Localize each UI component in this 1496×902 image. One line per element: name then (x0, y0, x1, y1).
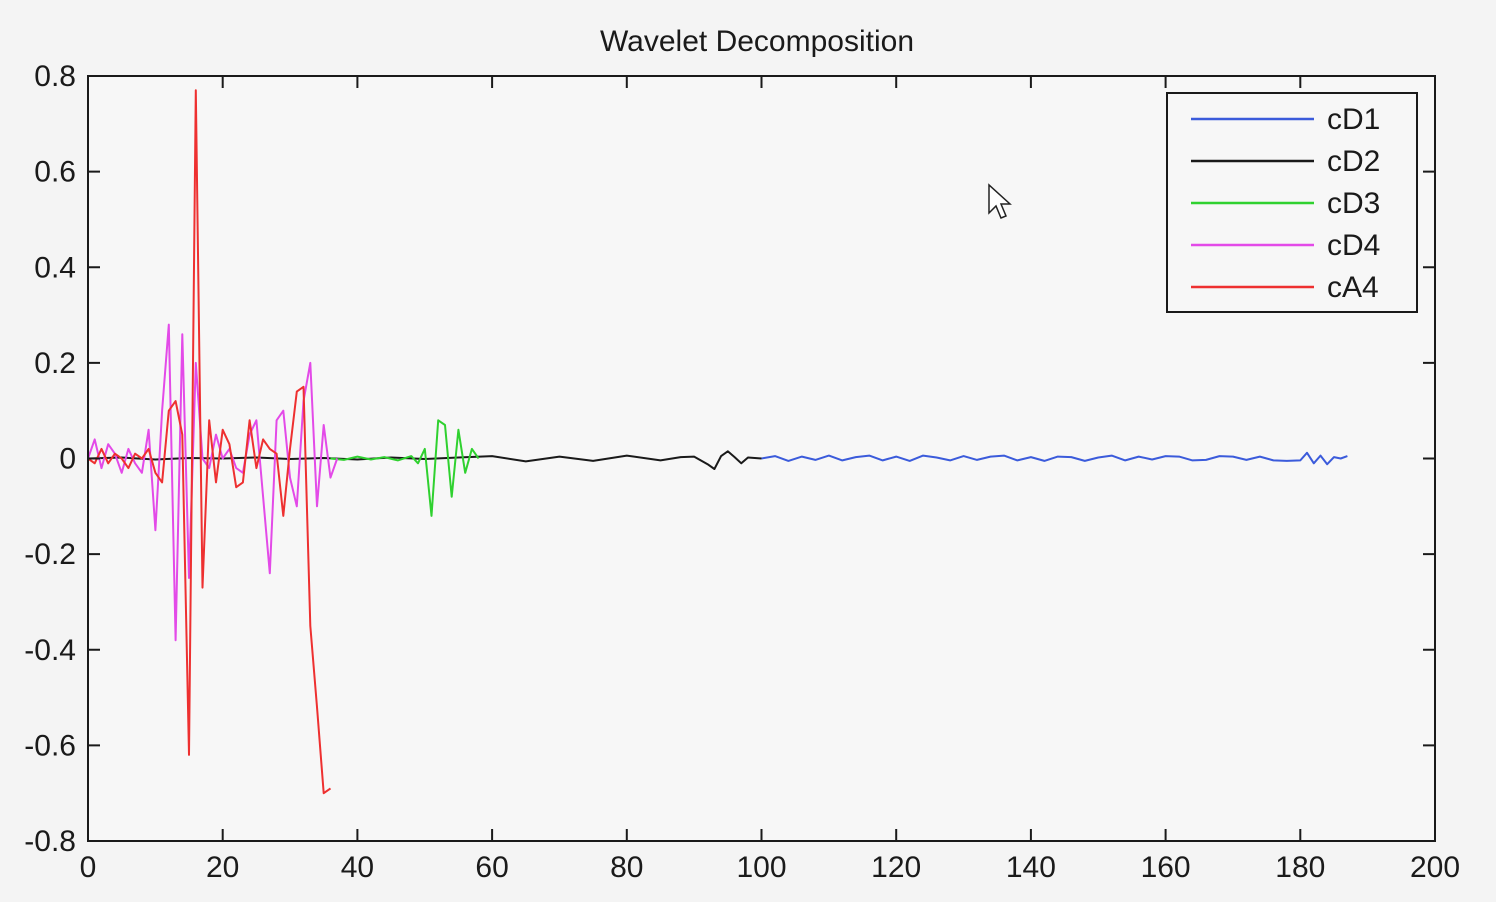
y-tick-label: 0.6 (34, 156, 76, 189)
legend-item-cd1: cD1 (1191, 103, 1380, 136)
y-tick-label: 0.8 (34, 60, 76, 93)
x-tick-label: 80 (610, 851, 643, 884)
legend-item-cd2: cD2 (1191, 145, 1380, 178)
series-line-cd3 (330, 419, 480, 517)
legend-label: cD4 (1327, 229, 1380, 262)
y-tick-label: 0.4 (34, 251, 76, 284)
legend-label: cD3 (1327, 187, 1380, 220)
y-tick-label: -0.4 (24, 634, 76, 667)
legend-items: cD1 cD2 cD3 cD4 cA4 (1191, 103, 1380, 304)
x-tick-label: 40 (341, 851, 374, 884)
series-line-ca4 (87, 89, 332, 795)
x-tick-label: 0 (80, 851, 97, 884)
legend: cD1 cD2 cD3 cD4 cA4 (1166, 92, 1418, 313)
plot-frame (87, 75, 1436, 842)
series-layer (87, 89, 1348, 795)
legend-label: cD1 (1327, 103, 1380, 136)
chart-title: Wavelet Decomposition (600, 25, 914, 58)
x-tick-label: 100 (736, 851, 786, 884)
x-tick-label: 140 (1006, 851, 1056, 884)
y-tick-label: -0.8 (24, 825, 76, 858)
legend-item-cd3: cD3 (1191, 187, 1380, 220)
x-tick-label: 60 (475, 851, 508, 884)
x-tick-label: 200 (1410, 851, 1460, 884)
series-line-cd2 (87, 450, 762, 470)
x-tick-label: 160 (1141, 851, 1191, 884)
ticks-layer: 0 20 40 60 80 100 120 140 160 180 200 0.8 0.6 0.4 0.2 0… (24, 60, 1460, 884)
y-tick-label: -0.6 (24, 729, 76, 762)
series-line-cd1 (761, 451, 1348, 466)
y-tick-label: -0.2 (24, 538, 76, 571)
x-tick-label: 180 (1275, 851, 1325, 884)
legend-label: cA4 (1327, 271, 1379, 304)
x-tick-label: 20 (206, 851, 239, 884)
legend-item-cd4: cD4 (1191, 229, 1380, 262)
y-tick-label: 0 (59, 443, 76, 476)
legend-label: cD2 (1327, 145, 1380, 178)
x-tick-label: 120 (871, 851, 921, 884)
mouse-pointer-icon (988, 183, 1012, 219)
y-tick-label: 0.2 (34, 347, 76, 380)
legend-item-ca4: cA4 (1191, 271, 1379, 304)
